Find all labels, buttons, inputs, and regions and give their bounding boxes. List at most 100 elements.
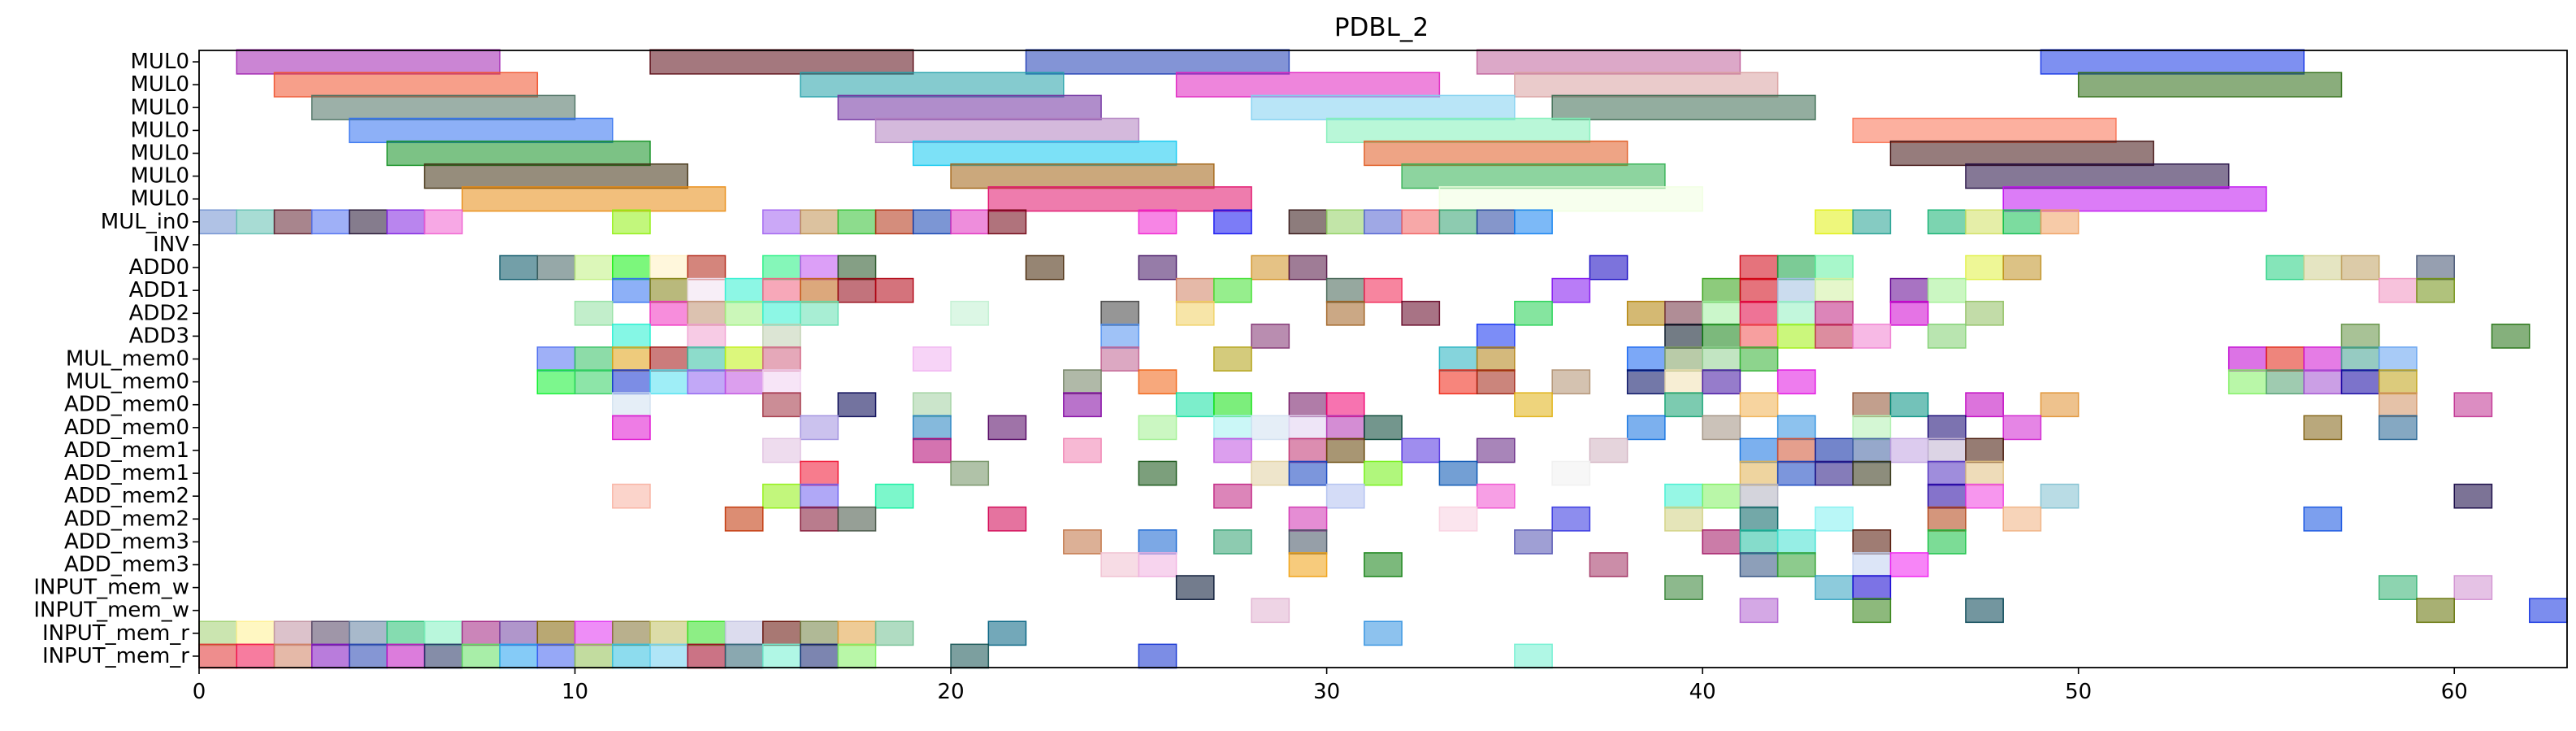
task-bar (2266, 346, 2305, 372)
task-bar (1551, 506, 1591, 532)
task-bar (2453, 575, 2493, 600)
task-bar (2227, 346, 2267, 372)
task-bar (1213, 209, 1252, 235)
task-bar (1364, 277, 1403, 303)
task-bar (462, 620, 501, 646)
task-bar (1815, 506, 1854, 532)
task-bar (913, 437, 952, 463)
task-bar (649, 369, 689, 394)
x-tick-label: 50 (2065, 680, 2092, 704)
task-bar (1702, 369, 1741, 394)
task-bar (1965, 392, 2004, 418)
task-bar (2266, 369, 2305, 394)
task-bar (1476, 369, 1516, 394)
task-bar (2378, 415, 2418, 441)
task-bar (2303, 506, 2343, 532)
chart-title: PDBL_2 (1334, 13, 1429, 42)
task-bar (1702, 346, 1741, 372)
task-bar (1889, 277, 1929, 303)
task-bar (1100, 552, 1140, 577)
task-bar (724, 277, 764, 303)
task-bar (1175, 72, 1441, 98)
y-tick-label: INPUT_mem_w (33, 598, 189, 623)
task-bar (574, 346, 614, 372)
task-bar (2378, 277, 2418, 303)
task-bar (1815, 437, 1854, 463)
x-tick-label: 40 (1689, 680, 1716, 704)
x-tick-label: 30 (1313, 680, 1340, 704)
task-bar (1476, 437, 1516, 463)
task-bar (386, 209, 426, 235)
task-bar (536, 620, 576, 646)
task-bar (1702, 277, 1741, 303)
task-bar (1401, 209, 1441, 235)
task-bar (1138, 529, 1177, 555)
task-bar (2040, 392, 2079, 418)
y-tick-label: ADD_mem2 (64, 484, 189, 508)
task-bar (874, 209, 914, 235)
task-bar (1514, 529, 1553, 555)
task-bar (1852, 552, 1892, 577)
task-bar (1739, 277, 1779, 303)
task-bar (1213, 346, 1252, 372)
task-bar (1852, 117, 2117, 144)
task-bar (1288, 255, 1328, 281)
task-bar (1025, 49, 1290, 75)
task-bar (1927, 324, 1967, 349)
task-bar (1664, 575, 1703, 600)
task-bar (612, 415, 651, 441)
task-bar (2002, 209, 2042, 235)
task-bar (2340, 255, 2380, 281)
task-bar (837, 277, 877, 303)
task-bar (913, 415, 952, 441)
task-bar (1589, 255, 1628, 281)
y-axis: MUL0MUL0MUL0MUL0MUL0MUL0MUL0MUL_in0INVAD… (33, 50, 199, 668)
task-bar (837, 255, 877, 281)
task-bar (1325, 209, 1365, 235)
task-bar (236, 620, 275, 646)
task-bar (1664, 369, 1703, 394)
task-bar (1175, 300, 1215, 326)
task-bar (1852, 324, 1892, 349)
task-bar (2266, 255, 2305, 281)
task-bar (1325, 277, 1365, 303)
y-tick-label: MUL_mem0 (66, 370, 189, 394)
task-bar (349, 209, 388, 235)
task-bar (837, 392, 877, 418)
task-bar (762, 209, 801, 235)
y-tick-label: MUL0 (131, 141, 190, 166)
task-bar (1815, 209, 1854, 235)
x-tick-label: 10 (562, 680, 588, 704)
task-bar (1739, 346, 1779, 372)
task-bar (1401, 437, 1441, 463)
task-bar (499, 643, 539, 669)
task-bar (1776, 415, 1816, 441)
task-bar (2340, 346, 2380, 372)
task-bar (800, 255, 839, 281)
task-bar (1815, 300, 1854, 326)
task-bar (574, 369, 614, 394)
task-bar (1514, 643, 1553, 669)
task-bar (1438, 369, 1478, 394)
task-bar (536, 346, 576, 372)
task-bar (913, 140, 1177, 167)
task-bar (800, 620, 839, 646)
task-bar (1965, 255, 2004, 281)
task-bar (1288, 209, 1328, 235)
x-tick-label: 0 (193, 680, 206, 704)
task-bar (800, 415, 839, 441)
task-bar (1589, 437, 1628, 463)
task-bar (1776, 255, 1816, 281)
task-bar (386, 620, 426, 646)
task-bar (649, 255, 689, 281)
task-bar (1364, 552, 1403, 577)
task-bar (1063, 369, 1102, 394)
x-axis: 0 10 20 30 40 50 60 (193, 668, 2468, 704)
task-bar (1551, 369, 1591, 394)
task-bar (1815, 324, 1854, 349)
task-bar (837, 620, 877, 646)
task-bar (1551, 460, 1591, 486)
task-bar (1138, 369, 1177, 394)
task-bar (1664, 324, 1703, 349)
